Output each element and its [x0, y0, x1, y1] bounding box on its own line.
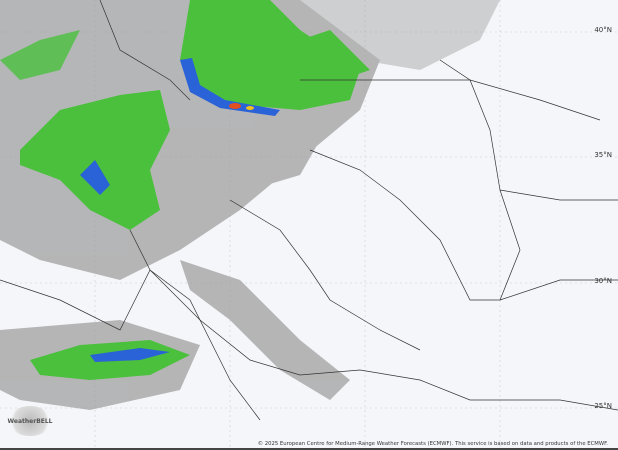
latitude-label-25n: 25°N: [594, 402, 612, 410]
latitude-label-35n: 35°N: [594, 151, 612, 159]
ecmwf-credit: © 2025 European Centre for Medium-Range …: [257, 441, 608, 447]
borders-coastlines: [0, 0, 618, 421]
bottom-frame: [0, 448, 618, 450]
latitude-label-40n: 40°N: [594, 26, 612, 34]
heavy-precip-core: [229, 103, 254, 110]
weatherbell-logo: WeatherBELL: [8, 406, 53, 436]
latitude-label-30n: 30°N: [594, 277, 612, 285]
